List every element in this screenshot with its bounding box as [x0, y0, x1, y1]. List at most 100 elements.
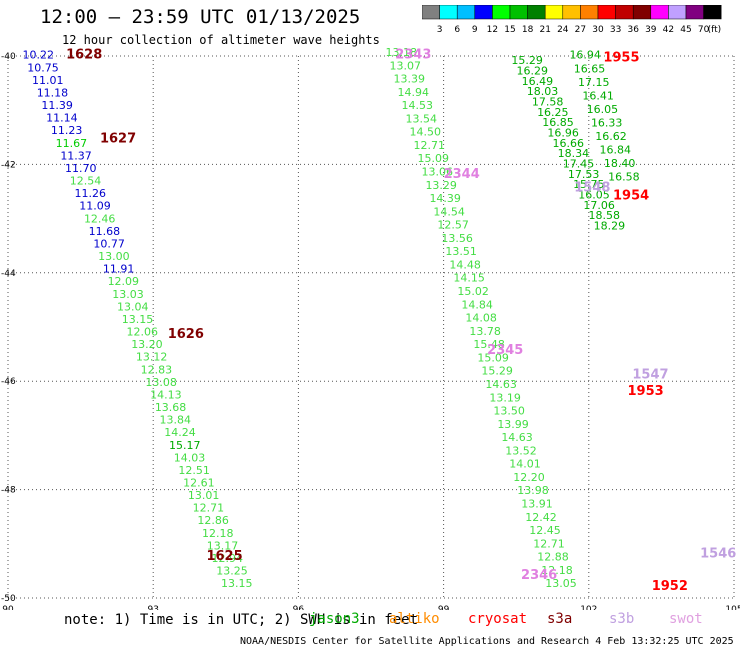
wave-height-value: 12.94	[212, 552, 244, 565]
pass-time-label: 1547	[632, 367, 668, 382]
pass-time-label: 1548	[574, 181, 610, 196]
wave-height-value: 13.56	[441, 232, 473, 245]
wave-height-value: 16.49	[522, 75, 554, 88]
wave-height-value: 16.85	[542, 116, 574, 129]
wave-height-value: 14.39	[429, 192, 461, 205]
scale-unit-label: (ft)	[708, 25, 722, 35]
wave-height-value: 16.05	[587, 103, 619, 116]
wave-height-value: 11.91	[103, 263, 134, 276]
wave-height-value: 16.94	[569, 49, 601, 62]
chart-subtitle: 12 hour collection of altimeter wave hei…	[62, 33, 380, 47]
wave-height-value: 12.20	[513, 471, 545, 484]
wave-height-value: 12.61	[183, 477, 215, 490]
wave-height-value: 13.19	[489, 391, 521, 404]
wave-height-value: 13.08	[145, 376, 177, 389]
wave-height-value: 17.53	[568, 168, 600, 181]
wave-height-value: 13.78	[469, 325, 501, 338]
mission-label-s3b: s3b	[609, 611, 635, 627]
scale-tick-label: 12	[487, 25, 498, 35]
wave-height-value: 13.50	[493, 405, 525, 418]
wave-height-value: 13.03	[112, 288, 143, 301]
wave-height-value: 14.15	[453, 272, 485, 285]
wave-height-value: 18.58	[588, 209, 620, 222]
y-tick-label: -48	[1, 486, 16, 496]
wave-height-value: 15.02	[457, 285, 489, 298]
wave-height-value: 12.09	[108, 275, 139, 288]
color-scale-legend: 3 6 9 12 15 18 21 24 27 30 33 36 39 42 45 70(ft)	[422, 5, 722, 35]
wave-height-value: 13.52	[505, 444, 537, 457]
wave-height-value: 12.88	[537, 551, 569, 564]
wave-height-value: 12.57	[437, 219, 469, 232]
wave-height-value: 15.09	[477, 351, 509, 364]
wave-height-value: 11.37	[60, 149, 92, 162]
pass-time-label: 1626	[168, 327, 204, 342]
wave-height-value: 18.40	[604, 157, 636, 170]
x-tick-label: 102	[580, 605, 597, 610]
wave-height-value: 14.50	[409, 126, 441, 139]
wave-height-value: 13.15	[122, 313, 153, 326]
wave-height-value: 18.29	[594, 219, 626, 232]
y-tick-label: -44	[1, 269, 16, 279]
wave-height-value: 12.45	[529, 524, 561, 537]
pass-time-label: 1955	[603, 50, 639, 65]
wave-height-value: 16.58	[608, 171, 640, 184]
pass-time-label: 1953	[628, 384, 664, 399]
x-tick-label: 105	[725, 605, 740, 610]
pass-time-label: 1952	[652, 579, 688, 594]
wave-height-value: 12.83	[141, 363, 173, 376]
wave-height-value: 15.75	[573, 178, 605, 191]
wave-height-value: 10.75	[27, 61, 59, 74]
wave-height-value: 13.17	[207, 539, 239, 552]
wave-height-value: 17.15	[578, 76, 610, 89]
wave-height-value: 12.71	[533, 537, 565, 550]
wave-height-value: 13.39	[394, 73, 426, 86]
wave-height-value: 14.84	[461, 298, 493, 311]
wave-height-value: 14.03	[174, 451, 206, 464]
mission-label-s3a: s3a	[547, 611, 573, 627]
mission-label-altiko: altiko	[389, 611, 440, 627]
wave-height-value: 11.14	[46, 112, 78, 125]
pass-time-label: 1954	[613, 189, 649, 204]
wave-height-value: 12.71	[413, 139, 445, 152]
wave-height-value: 11.70	[65, 162, 97, 175]
wave-height-value: 13.68	[155, 401, 187, 414]
wave-height-value: 17.58	[532, 95, 564, 108]
wave-height-value: 13.51	[445, 245, 477, 258]
wave-height-value: 15.17	[169, 439, 201, 452]
wave-height-value: 12.46	[84, 212, 116, 225]
wave-height-value: 13.04	[117, 300, 148, 313]
mission-label-jason3: jason3	[309, 611, 360, 627]
wave-height-value: 13.20	[131, 338, 163, 351]
wave-height-value: 12.71	[193, 502, 225, 515]
wave-height-value: 11.26	[74, 187, 106, 200]
scale-tick-label: 6	[454, 25, 460, 35]
wave-height-value: 10.77	[93, 237, 125, 250]
wave-height-value: 14.13	[150, 388, 182, 401]
x-tick-label: 90	[2, 605, 14, 610]
pass-time-label: 1628	[66, 48, 102, 63]
wave-height-value: 16.05	[578, 188, 610, 201]
wave-height-value: 11.18	[37, 86, 69, 99]
plot-area: 90 93 96 99 102 105-40-42-44-46-48-5010.2210.…	[1, 46, 740, 610]
pass-time-label: 2344	[444, 167, 480, 182]
wave-height-value: 14.53	[401, 99, 433, 112]
y-tick-label: -40	[1, 52, 16, 62]
y-tick-label: -42	[1, 160, 16, 170]
wave-height-value: 15.29	[511, 54, 543, 67]
wave-height-value: 11.09	[79, 200, 111, 213]
wave-height-value: 11.67	[56, 137, 88, 150]
scale-tick-label: 45	[680, 25, 691, 35]
wave-height-value: 16.25	[537, 106, 569, 119]
scale-tick-label: 18	[522, 25, 534, 35]
wave-height-value: 15.48	[473, 338, 505, 351]
x-tick-label: 96	[293, 605, 305, 610]
wave-height-value: 12.51	[178, 464, 210, 477]
wave-height-value: 12.86	[197, 514, 229, 527]
scale-tick-label: 39	[645, 25, 657, 35]
wave-height-value: 14.63	[501, 431, 533, 444]
wave-height-value: 16.66	[553, 137, 585, 150]
scale-swatch	[703, 5, 722, 20]
scale-tick-label: 42	[663, 25, 674, 35]
wave-height-value: 13.98	[517, 484, 549, 497]
wave-height-value: 14.48	[449, 258, 481, 271]
